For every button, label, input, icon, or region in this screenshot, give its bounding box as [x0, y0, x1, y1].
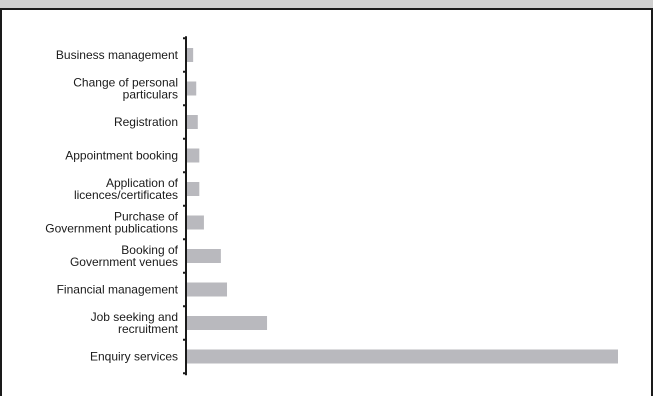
category-label-line: Appointment booking	[65, 149, 178, 163]
bar	[187, 182, 200, 196]
category-label: Business management	[56, 48, 179, 62]
bar	[187, 81, 197, 96]
bar	[187, 215, 204, 230]
bars	[187, 48, 618, 364]
category-label: Financial management	[57, 283, 179, 297]
category-label-line: licences/certificates	[74, 188, 178, 202]
category-label-line: Government publications	[45, 222, 178, 236]
bar	[187, 349, 618, 364]
y-axis	[183, 36, 187, 376]
category-label: Application of licences/certificates	[74, 176, 179, 202]
category-label-line: Job seeking and	[91, 310, 178, 324]
bar	[187, 115, 198, 129]
category-label-line: Enquiry services	[90, 350, 178, 364]
category-label: Appointment booking	[65, 149, 178, 163]
category-label-line: Purchase of	[114, 210, 179, 224]
category-label: Job seeking and recruitment	[91, 310, 179, 336]
category-label-line: particulars	[123, 88, 178, 102]
bar	[187, 282, 228, 297]
category-label-line: Change of personal	[73, 76, 178, 90]
bar	[187, 249, 221, 263]
category-labels: Business management Change of personal par…	[45, 48, 178, 364]
category-label: Booking of Government venues	[70, 243, 179, 269]
category-label-line: Booking of	[121, 243, 178, 257]
category-label-line: Application of	[106, 176, 179, 190]
category-label-line: Registration	[114, 115, 178, 129]
category-label-line: Business management	[56, 48, 179, 62]
bar	[187, 48, 194, 62]
category-label: Registration	[114, 115, 178, 129]
category-label: Change of personal particulars	[73, 76, 178, 102]
category-label: Enquiry services	[90, 350, 178, 364]
category-label-line: Financial management	[57, 283, 179, 297]
bar	[187, 148, 200, 163]
bar	[187, 316, 268, 330]
category-label: Purchase of Government publications	[45, 210, 178, 236]
header-band	[0, 0, 653, 10]
category-label-line: recruitment	[118, 322, 179, 336]
category-label-line: Government venues	[70, 255, 178, 269]
